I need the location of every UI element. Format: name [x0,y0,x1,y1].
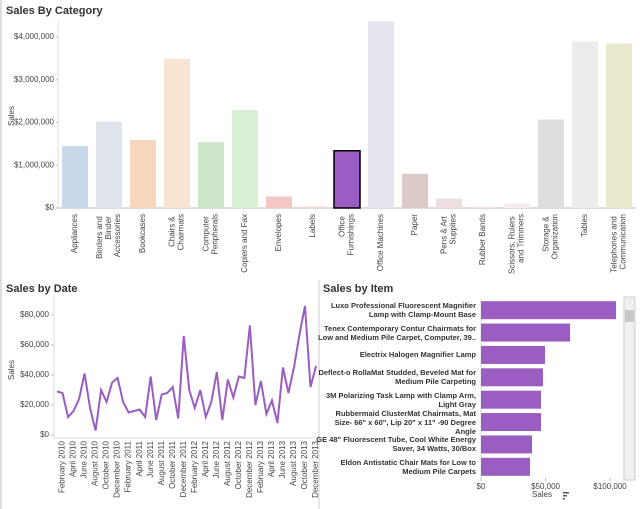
bar [481,413,542,432]
x-tick-label: August 2012 [223,440,232,485]
bar [402,173,428,208]
sort-icon[interactable] [563,492,569,500]
x-tick-label: Computer Peripherals [202,214,220,254]
bar [198,142,224,208]
x-tick-label: Storage & Organization [542,214,560,259]
scrollbar[interactable] [623,296,636,481]
x-tick-label: August 2013 [289,440,298,485]
x-tick-label: Bookcases [138,214,147,253]
y-tick-label: GE 48" Fluorescent Tube, Cool White Ener… [316,435,476,454]
bar [62,146,88,208]
bar [96,121,122,208]
x-tick-label: Appliances [70,214,79,253]
x-tick-label: October 2011 [168,440,177,488]
line [56,305,317,431]
x-tick-label: Office Machines [376,214,385,271]
x-tick-label: December 2010 [113,440,122,497]
chart-title: Sales By Category [6,5,103,17]
bar [481,457,531,476]
bar [538,119,564,208]
x-tick-label: Labels [308,214,317,238]
y-tick-label: $80,000 [20,310,49,319]
x-tick-label: Paper [410,214,419,236]
y-tick-label: $1,000,000 [14,160,55,169]
x-tick-label: $50,000 [531,482,560,491]
x-tick-label: June 2011 [146,440,155,477]
x-tick-label: April 2011 [135,440,144,476]
y-axis-label: Sales [7,360,16,380]
scrollbar-thumb[interactable] [625,310,634,322]
x-axis-label: Sales [532,490,552,499]
x-tick-label: June 2013 [278,440,287,478]
x-tick-label: April 2013 [267,440,276,477]
x-tick-label: December 2012 [245,440,254,497]
x-tick-label: Copiers and Fax [240,214,249,273]
bar [481,301,617,320]
bar [572,41,598,209]
x-tick-label: April 2012 [201,440,210,477]
x-tick-label: $100,000 [593,482,627,491]
bar [481,368,543,387]
y-tick-label: Deflect-o RollaMat Studded, Beveled Mat … [318,368,476,387]
x-tick-label: Envelopes [274,214,283,251]
bar [481,323,571,342]
y-tick-label: $3,000,000 [14,75,55,84]
y-tick-label: $60,000 [20,340,49,349]
bar [130,140,156,208]
x-tick-label: February 2011 [124,440,133,492]
bar [481,435,532,454]
y-tick-label: $2,000,000 [14,118,55,127]
chart-title: Sales by Date [6,283,78,295]
bar [164,58,190,208]
bar [436,198,462,208]
x-tick-label: Tables [580,214,589,237]
x-tick-label: December 2013 [311,440,320,497]
bar [333,149,361,209]
x-tick-label: Scissors, Rulers and Trimmers [508,214,526,274]
x-tick-label: Binders and Binder Accessories [95,214,122,259]
y-tick-label: Luxo Professional Fluorescent Magnifier … [330,301,476,320]
chart-title: Sales by Item [323,283,394,295]
x-tick-label: $0 [477,482,486,491]
bar [368,21,394,209]
x-tick-label: October 2013 [300,440,309,489]
y-tick-label: Eldon Antistatic Chair Mats for Low to M… [340,457,476,476]
x-tick-label: Rubber Bands [478,214,487,265]
x-tick-label: October 2010 [102,440,111,489]
x-tick-label: October 2012 [234,440,243,489]
y-tick-label: $4,000,000 [14,32,55,41]
y-tick-label: $20,000 [20,400,49,409]
bar [470,206,496,208]
y-tick-label: $0 [40,430,49,439]
x-tick-label: February 2012 [190,440,199,493]
x-tick-label: February 2013 [256,440,265,493]
y-tick-label: Electrix Halogen Magnifier Lamp [359,350,476,360]
y-tick-label: $40,000 [20,370,49,379]
x-tick-label: December 2011 [179,440,188,497]
y-tick-label: 3M Polarizing Task Lamp with Clamp Arm, … [325,390,476,409]
y-axis-label: Sales [7,106,16,126]
x-tick-label: Pens & Art Supplies [440,214,458,254]
y-tick-label: Rubbermaid ClusterMat Chairmats, Mat Siz… [334,408,476,436]
bar [300,206,326,208]
x-tick-label: August 2010 [91,440,100,485]
x-tick-label: February 2010 [58,440,67,493]
x-tick-label: June 2010 [80,440,89,478]
x-tick-label: June 2012 [212,440,221,478]
x-tick-label: April 2010 [69,440,78,477]
bar [481,345,546,364]
y-tick-label: $0 [45,203,54,212]
bar [481,390,542,409]
bar [266,196,292,208]
bar [606,43,632,208]
x-tick-label: August 2011 [157,440,166,485]
x-tick-label: Chairs & Chairmats [168,214,186,250]
y-tick-label: Tenex Contemporary Contur Chairmats for … [318,323,476,342]
x-tick-label: Office Furnishings [338,214,356,255]
bar [232,110,258,208]
x-tick-label: Telephones and Communication [610,214,628,273]
bar [504,203,530,208]
